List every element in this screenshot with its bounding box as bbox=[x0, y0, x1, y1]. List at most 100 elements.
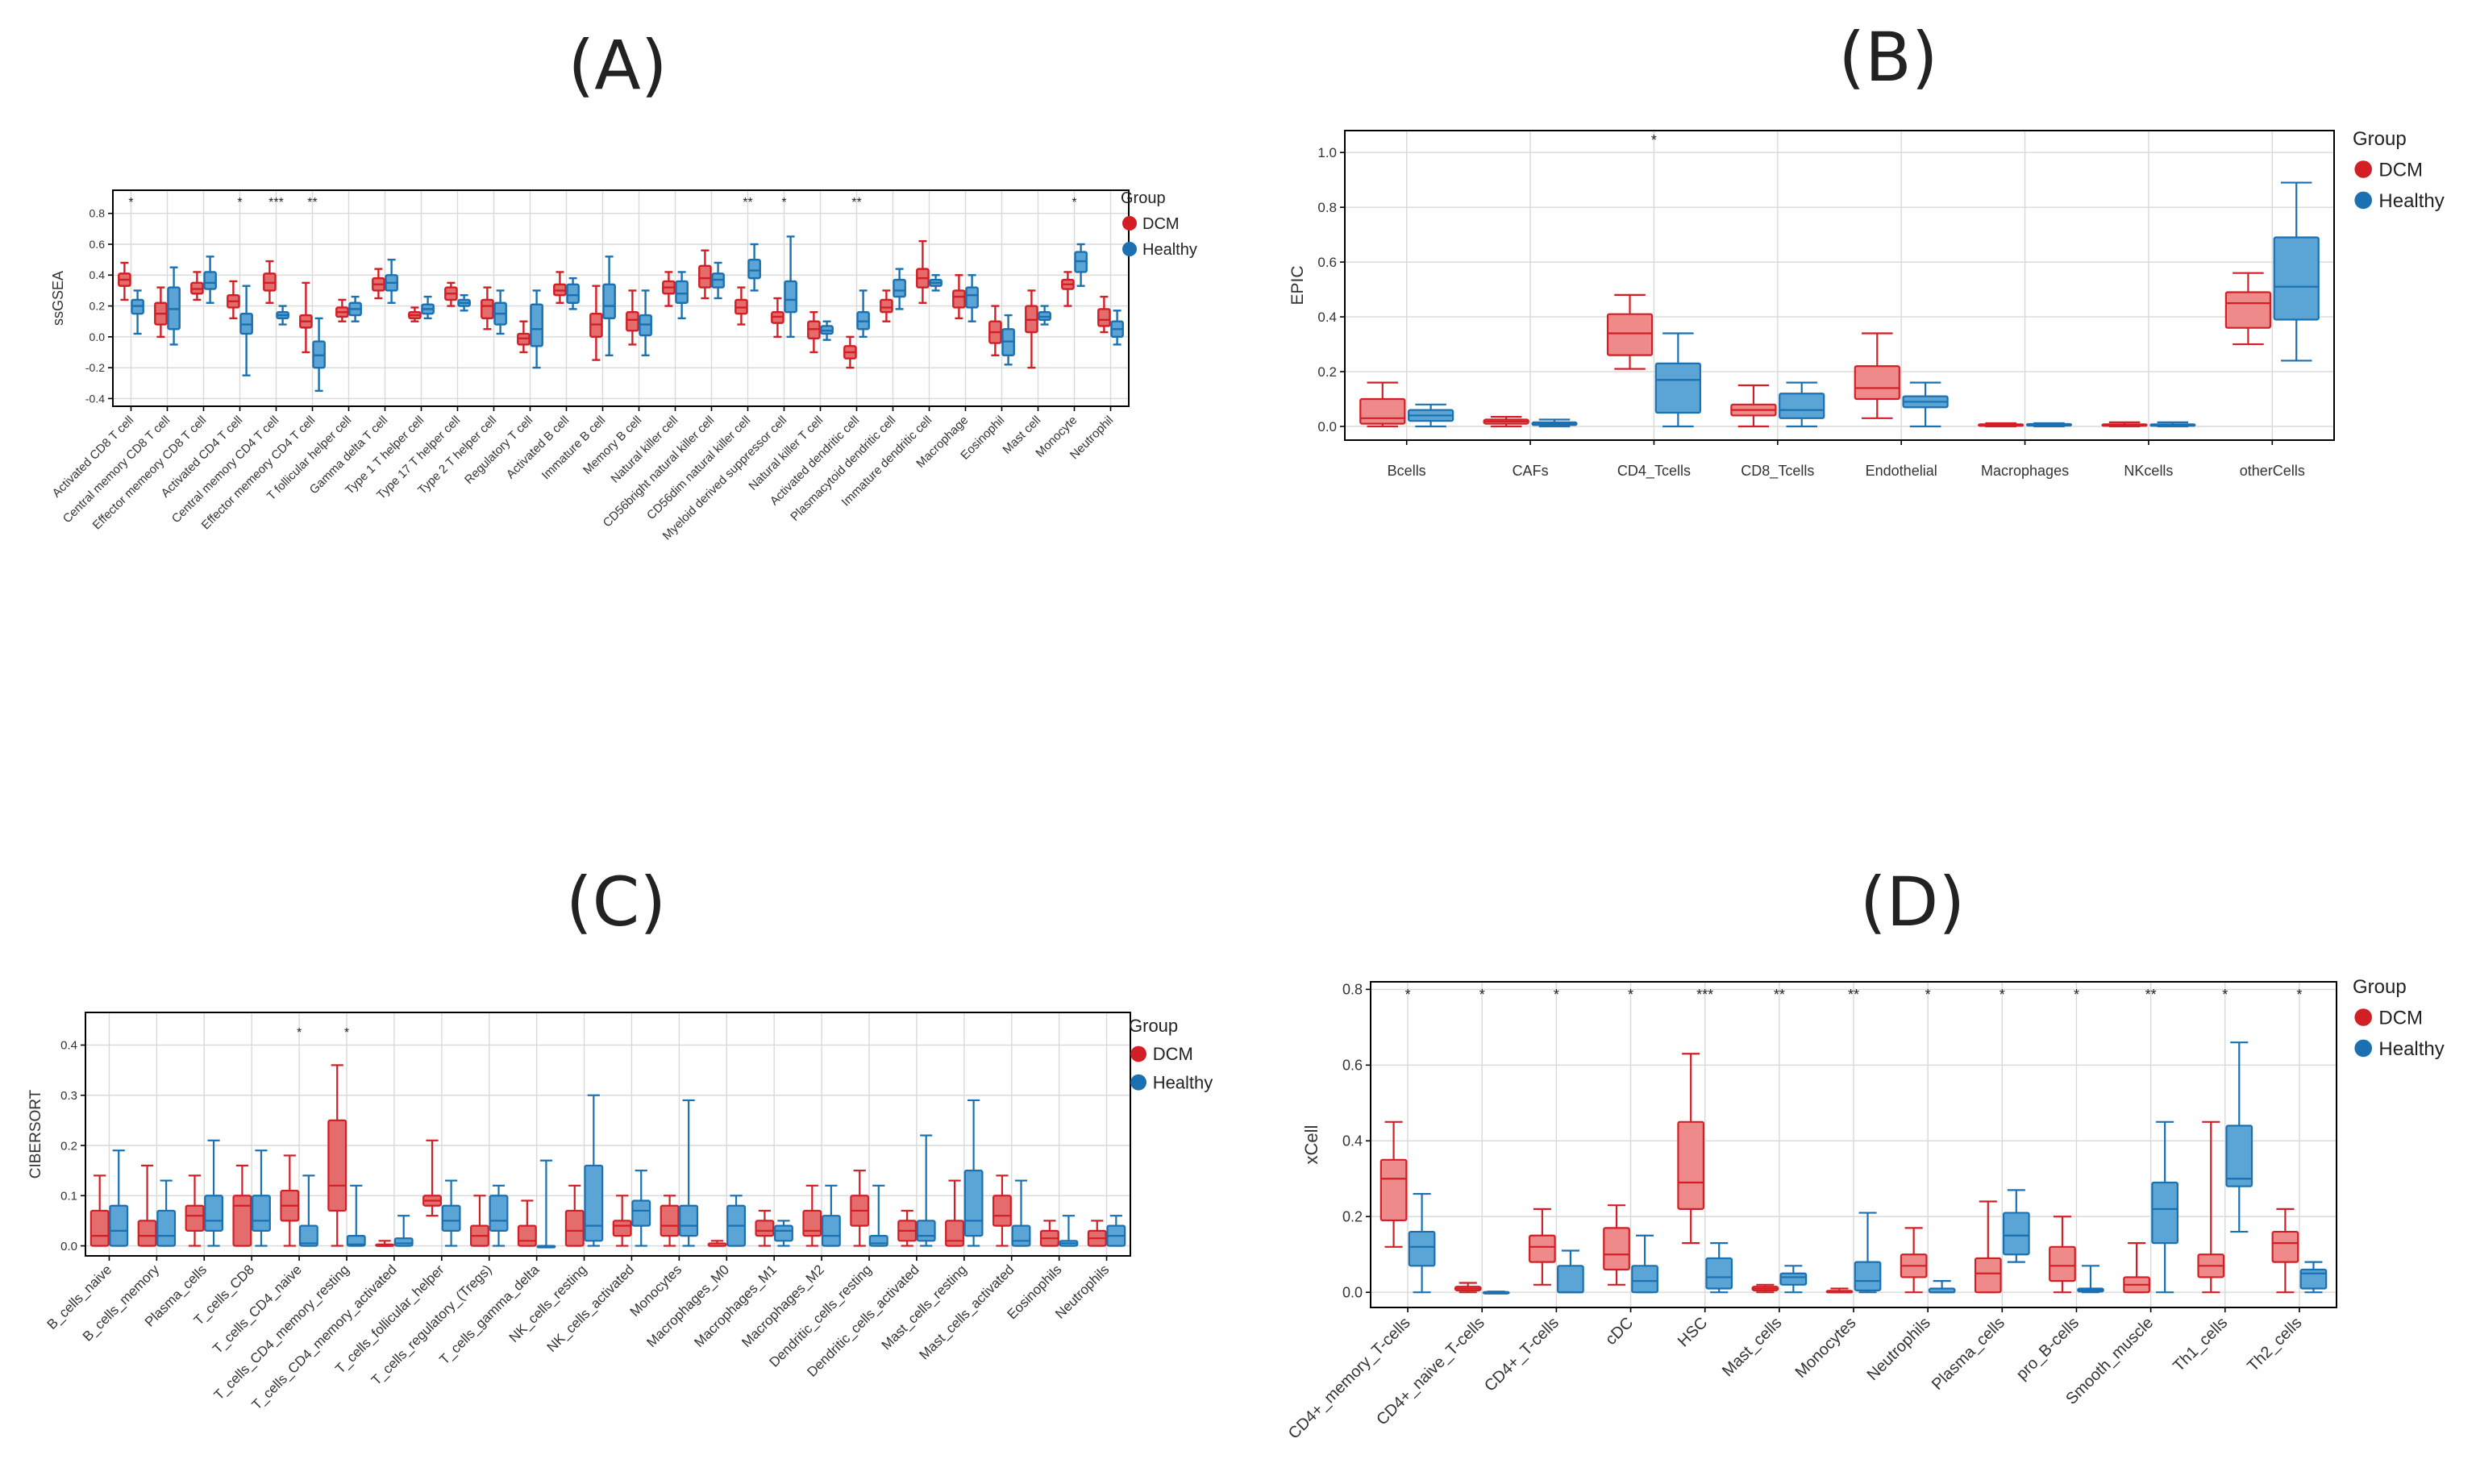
healthy-box bbox=[1074, 243, 1088, 287]
x-tick-label: CD8_Tcells bbox=[1741, 463, 1814, 480]
chart-panel-B: (B) 0.0 0.2 0.4 0.6 0.8 1.0 EPIC * Bcells CAFs CD4_… bbox=[1288, 18, 2445, 480]
healthy-box bbox=[929, 274, 943, 292]
legend-title: Group bbox=[2353, 128, 2407, 150]
box-iqr bbox=[517, 1224, 537, 1247]
healthy-box bbox=[916, 1134, 936, 1247]
dcm-box bbox=[843, 335, 857, 369]
significance-mark: ** bbox=[743, 196, 752, 210]
healthy-box bbox=[566, 276, 580, 310]
healthy-box bbox=[312, 317, 326, 393]
box-iqr bbox=[965, 286, 979, 309]
box-iqr bbox=[441, 1204, 461, 1232]
significance-mark: * bbox=[1554, 987, 1559, 1003]
y-axis-title: xCell bbox=[1301, 1125, 1321, 1165]
box-iqr bbox=[802, 1209, 822, 1237]
box-iqr bbox=[1631, 1265, 1658, 1294]
significance-mark: * bbox=[2074, 987, 2079, 1003]
healthy-box bbox=[203, 256, 217, 304]
healthy-box bbox=[346, 1184, 366, 1247]
healthy-box bbox=[2077, 1265, 2104, 1294]
healthy-box bbox=[856, 289, 870, 339]
healthy-box bbox=[2225, 1041, 2253, 1233]
dcm-box bbox=[2123, 1242, 2150, 1294]
legend-dcm-swatch bbox=[1130, 1045, 1146, 1062]
healthy-box bbox=[1854, 1212, 1882, 1294]
significance-mark: * bbox=[1628, 987, 1633, 1003]
y-tick-label: 0.2 bbox=[1342, 1209, 1363, 1225]
significance-mark: *** bbox=[268, 196, 284, 210]
box-iqr bbox=[89, 1209, 110, 1247]
legend-dcm-label: DCM bbox=[1153, 1044, 1193, 1064]
y-tick-label: 0.4 bbox=[1342, 1133, 1363, 1149]
dcm-box bbox=[802, 1184, 822, 1247]
dcm-box bbox=[1087, 1220, 1107, 1247]
y-tick-label: -0.4 bbox=[85, 392, 105, 405]
y-tick-label: 0.2 bbox=[89, 299, 106, 312]
box-iqr bbox=[252, 1195, 271, 1232]
healthy-box bbox=[204, 1139, 223, 1247]
dcm-box bbox=[444, 281, 458, 307]
significance-mark: ** bbox=[1848, 987, 1859, 1003]
box-iqr bbox=[945, 1220, 964, 1247]
healthy-box bbox=[1059, 1215, 1079, 1247]
dcm-box bbox=[662, 271, 676, 307]
legend-healthy-swatch bbox=[2354, 1039, 2372, 1058]
significance-mark: ** bbox=[307, 196, 317, 210]
dcm-box bbox=[988, 305, 1002, 357]
legend: Group DCM Healthy bbox=[1129, 1016, 1213, 1092]
y-tick-label: 0.0 bbox=[89, 330, 106, 343]
dcm-box bbox=[299, 281, 313, 354]
box-iqr bbox=[2273, 236, 2320, 321]
dcm-box bbox=[517, 320, 531, 354]
y-axis-title: CIBERSORT bbox=[27, 1089, 44, 1178]
dcm-box bbox=[227, 280, 240, 320]
dcm-box bbox=[408, 306, 422, 322]
x-tick-label: Plasma_cells bbox=[1929, 1314, 2008, 1394]
healthy-box bbox=[584, 1094, 604, 1247]
legend-dcm-swatch bbox=[2354, 160, 2372, 178]
legend: Group DCM Healthy bbox=[1121, 189, 1197, 259]
dcm-box bbox=[880, 289, 893, 322]
box-iqr bbox=[675, 280, 689, 304]
dcm-box bbox=[589, 285, 603, 361]
y-tick-label: 0.4 bbox=[1317, 310, 1337, 325]
dcm-box bbox=[1978, 422, 2024, 428]
legend-dcm-swatch bbox=[1122, 216, 1137, 231]
box-iqr bbox=[868, 1234, 888, 1247]
gridlines bbox=[1345, 131, 2334, 440]
box-iqr bbox=[916, 1220, 936, 1242]
box-iqr bbox=[298, 1224, 318, 1247]
legend-title: Group bbox=[1121, 189, 1166, 207]
dcm-box bbox=[992, 1174, 1012, 1247]
y-tick-label: 0.6 bbox=[89, 238, 106, 251]
box-iqr bbox=[821, 1215, 841, 1247]
x-tick-label: CD4_Tcells bbox=[1617, 463, 1691, 480]
x-tick-label: Endothelial bbox=[1866, 463, 1937, 479]
box-iqr bbox=[1606, 313, 1654, 356]
y-tick-label: 0.3 bbox=[60, 1089, 77, 1103]
box-iqr bbox=[489, 1195, 509, 1232]
dcm-box bbox=[1097, 295, 1111, 334]
dcm-box bbox=[1061, 271, 1075, 307]
dcm-box bbox=[1359, 381, 1406, 428]
box-iqr bbox=[481, 298, 494, 320]
box-iqr bbox=[880, 298, 893, 314]
significance-mark: * bbox=[297, 1026, 302, 1040]
legend-healthy-label: Healthy bbox=[2378, 1038, 2444, 1060]
legend-healthy-swatch bbox=[1122, 242, 1137, 256]
box-iqr bbox=[679, 1204, 699, 1237]
dcm-box bbox=[1974, 1200, 2002, 1294]
healthy-box bbox=[1557, 1249, 1584, 1294]
box-iqr bbox=[393, 1237, 414, 1247]
box-iqr bbox=[1779, 393, 1825, 419]
x-tick-label: otherCells bbox=[2240, 463, 2305, 479]
y-tick-label: 0.8 bbox=[1317, 200, 1337, 215]
box-iqr bbox=[698, 264, 712, 289]
box-iqr bbox=[1359, 397, 1406, 425]
healthy-box bbox=[1106, 1215, 1126, 1247]
x-tick-label: Bcells bbox=[1388, 463, 1426, 479]
x-tick-label: Immature B cell bbox=[539, 414, 609, 483]
dcm-box bbox=[372, 268, 385, 300]
legend-title: Group bbox=[2353, 976, 2407, 998]
panel-label-D: (D) bbox=[1860, 863, 1965, 942]
